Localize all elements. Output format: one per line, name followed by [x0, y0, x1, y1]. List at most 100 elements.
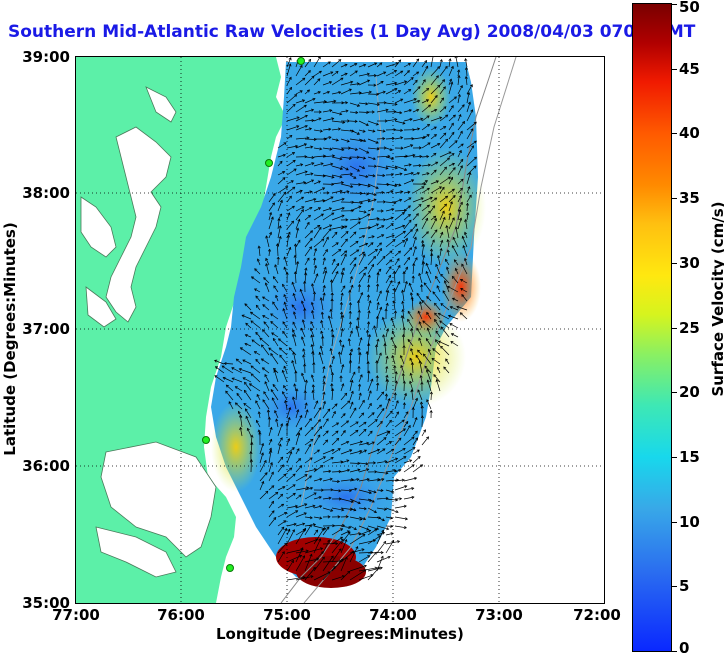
velocity-arrowhead [306, 89, 311, 93]
velocity-arrow [448, 82, 453, 95]
velocity-arrowhead [372, 157, 376, 161]
velocity-arrow [268, 202, 275, 212]
velocity-arrow [255, 359, 261, 365]
velocity-arrow [367, 330, 369, 338]
velocity-arrowhead [399, 172, 403, 176]
velocity-arrow [385, 201, 396, 204]
velocity-arrow [282, 331, 288, 338]
velocity-arrow [403, 402, 405, 410]
velocity-arrow [277, 437, 283, 446]
y-tick-label: 37:00 [22, 320, 70, 338]
velocity-arrowhead [303, 307, 307, 311]
velocity-arrowhead [417, 86, 421, 90]
velocity-arrowhead [242, 359, 246, 363]
velocity-arrow [283, 294, 288, 302]
velocity-arrow [420, 375, 423, 383]
velocity-arrowhead [341, 206, 345, 210]
velocity-arrow [277, 520, 286, 527]
velocity-arrow [430, 134, 437, 140]
velocity-arrow [450, 306, 459, 311]
radar-station [297, 57, 305, 65]
velocity-arrowhead [325, 418, 329, 422]
velocity-arrow [304, 409, 308, 419]
velocity-arrowhead [394, 166, 398, 170]
velocity-arrow [304, 257, 310, 266]
velocity-arrowhead [383, 200, 387, 204]
velocity-arrowhead [376, 338, 380, 342]
velocity-arrow [385, 441, 392, 446]
velocity-arrow [295, 209, 304, 221]
velocity-arrow [367, 218, 380, 221]
velocity-arrowhead [395, 400, 399, 404]
velocity-arrowhead [442, 216, 446, 220]
velocity-arrow [313, 238, 325, 248]
velocity-arrowhead [296, 260, 300, 265]
velocity-arrowhead [359, 517, 363, 521]
velocity-arrowhead [356, 317, 360, 321]
velocity-arrowhead [411, 406, 415, 410]
velocity-arrowhead [362, 272, 366, 276]
velocity-arrowhead [273, 516, 277, 520]
velocity-arrowhead [390, 223, 394, 227]
velocity-arrowhead [242, 377, 246, 381]
velocity-arrowhead [460, 158, 464, 162]
velocity-arrowhead [413, 476, 418, 480]
velocity-arrowhead [309, 246, 312, 250]
velocity-arrowhead [355, 545, 359, 550]
velocity-arrowhead [261, 344, 264, 348]
velocity-arrow [310, 321, 315, 329]
velocity-arrow [313, 147, 322, 150]
velocity-arrowhead [434, 108, 438, 112]
velocity-arrowhead [390, 532, 394, 536]
velocity-arrow [286, 438, 290, 446]
velocity-arrow [454, 259, 459, 266]
velocity-arrow [331, 198, 345, 203]
velocity-arrowhead [255, 331, 259, 335]
velocity-arrow [286, 152, 295, 158]
velocity-arrowhead [312, 361, 316, 365]
velocity-arrow [367, 75, 377, 77]
velocity-arrowhead [407, 205, 411, 209]
velocity-arrow [466, 195, 472, 203]
velocity-arrow [452, 297, 459, 302]
velocity-arrow [407, 311, 414, 320]
velocity-arrow [286, 63, 291, 77]
velocity-arrow [439, 86, 446, 95]
velocity-arrow [313, 538, 321, 554]
velocity-arrowhead [451, 153, 455, 156]
velocity-arrowhead [267, 416, 271, 420]
velocity-arrowhead [386, 527, 390, 531]
velocity-arrow [257, 258, 261, 266]
velocity-arrowhead [256, 258, 260, 262]
velocity-arrowhead [373, 551, 377, 555]
velocity-arrow [304, 222, 310, 230]
velocity-arrow [277, 526, 285, 536]
velocity-arrowhead [279, 199, 283, 203]
velocity-arrow [455, 57, 459, 68]
velocity-arrow [376, 382, 379, 392]
velocity-arrowhead [402, 326, 406, 330]
velocity-arrow [421, 197, 433, 203]
velocity-arrowhead [387, 555, 391, 559]
velocity-arrowhead [410, 77, 414, 81]
velocity-arrowhead [408, 163, 412, 167]
velocity-arrowhead [411, 179, 415, 183]
velocity-arrowhead [454, 140, 458, 144]
velocity-arrow [331, 548, 342, 563]
velocity-arrow [376, 129, 386, 132]
velocity-arrow [464, 232, 468, 239]
velocity-arrowhead [473, 121, 477, 125]
velocity-arrowhead [371, 263, 374, 267]
velocity-arrowhead [293, 383, 297, 387]
velocity-arrowhead [331, 175, 335, 179]
velocity-arrow [403, 214, 411, 221]
colorbar-tick-mark [671, 651, 677, 652]
velocity-arrowhead [417, 349, 421, 353]
velocity-arrowhead [433, 215, 437, 219]
velocity-arrow [367, 129, 375, 132]
velocity-arrow [349, 330, 353, 338]
velocity-arrowhead [390, 317, 394, 321]
velocity-arrow [239, 415, 243, 428]
velocity-arrow [439, 79, 445, 86]
velocity-arrow [286, 205, 295, 212]
